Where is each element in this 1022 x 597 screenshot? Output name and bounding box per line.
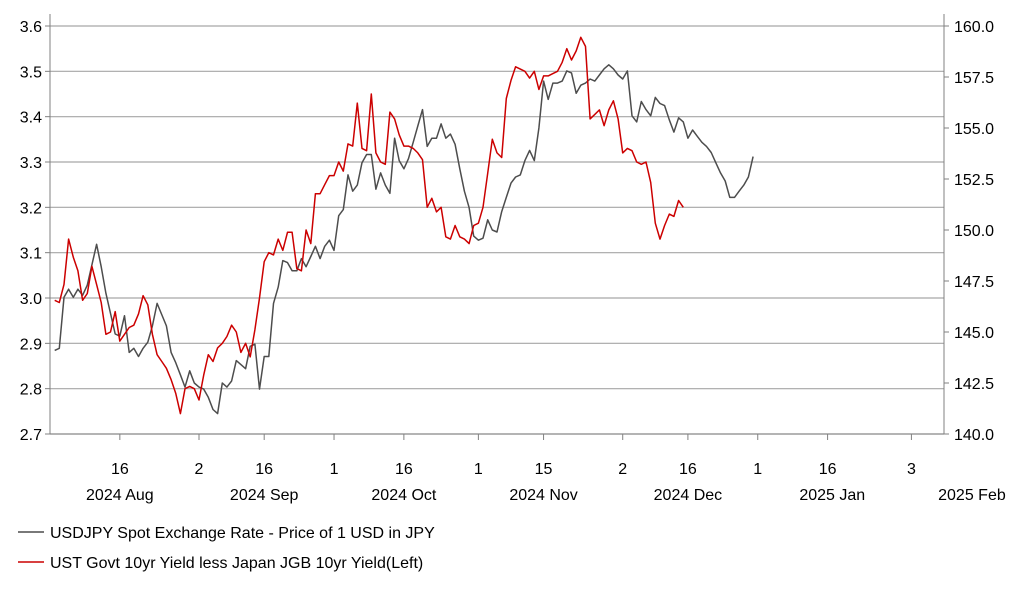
series-line-yield-spread (54, 36, 684, 415)
legend-label-usdjpy: USDJPY Spot Exchange Rate - Price of 1 U… (50, 525, 435, 542)
x-tick-label: 16 (255, 461, 273, 478)
x-month-label: 2024 Nov (509, 487, 578, 504)
left-tick-label: 3.0 (20, 291, 42, 308)
right-tick-label: 150.0 (954, 223, 994, 240)
right-tick-label: 145.0 (954, 325, 994, 342)
x-tick-label: 16 (111, 461, 129, 478)
x-tick-label: 16 (679, 461, 697, 478)
x-tick-label: 1 (753, 461, 762, 478)
x-tick-label: 1 (330, 461, 339, 478)
x-tick-label: 3 (907, 461, 916, 478)
left-tick-label: 2.7 (20, 427, 42, 444)
left-tick-label: 3.3 (20, 155, 42, 172)
x-tick-label: 15 (535, 461, 553, 478)
right-tick-label: 157.5 (954, 70, 994, 87)
right-tick-label: 160.0 (954, 19, 994, 36)
x-tick-label: 2 (618, 461, 627, 478)
x-month-label: 2025 Feb (938, 487, 1006, 504)
x-tick-label: 2 (195, 461, 204, 478)
x-tick-label: 16 (819, 461, 837, 478)
gridlines (50, 25, 944, 435)
x-tick-label: 16 (395, 461, 413, 478)
x-month-label: 2024 Oct (371, 487, 436, 504)
right-tick-label: 155.0 (954, 121, 994, 138)
right-tick-label: 147.5 (954, 274, 994, 291)
left-tick-label: 3.6 (20, 19, 42, 36)
x-tick-label: 1 (474, 461, 483, 478)
left-tick-label: 2.9 (20, 336, 42, 353)
axes (49, 14, 945, 435)
legend: USDJPY Spot Exchange Rate - Price of 1 U… (18, 525, 435, 572)
right-tick-label: 142.5 (954, 376, 994, 393)
right-tick-label: 152.5 (954, 172, 994, 189)
left-tick-label: 2.8 (20, 382, 42, 399)
x-month-label: 2025 Jan (799, 487, 865, 504)
x-month-label: 2024 Sep (230, 487, 299, 504)
x-month-label: 2024 Aug (86, 487, 154, 504)
left-tick-label: 3.2 (20, 200, 42, 217)
legend-label-yield-spread: UST Govt 10yr Yield less Japan JGB 10yr … (50, 555, 423, 572)
left-axis-ticks: 2.7 2.8 2.9 3.0 3.1 3.2 3.3 3.4 3.5 3.6 (20, 19, 50, 444)
series-lines (54, 36, 754, 415)
series-line-usdjpy (54, 64, 754, 415)
right-axis-ticks: 140.0 142.5 145.0 147.5 150.0 152.5 155.0 157.5… (944, 19, 994, 444)
left-tick-label: 3.5 (20, 64, 42, 81)
left-tick-label: 3.4 (20, 110, 42, 127)
left-tick-label: 3.1 (20, 246, 42, 263)
right-tick-label: 140.0 (954, 427, 994, 444)
x-axis-ticks: 16 2 16 1 16 1 15 2 16 1 16 3 2024 Aug 2024 Sep 2024 O… (86, 434, 1006, 504)
x-month-label: 2024 Dec (654, 487, 723, 504)
